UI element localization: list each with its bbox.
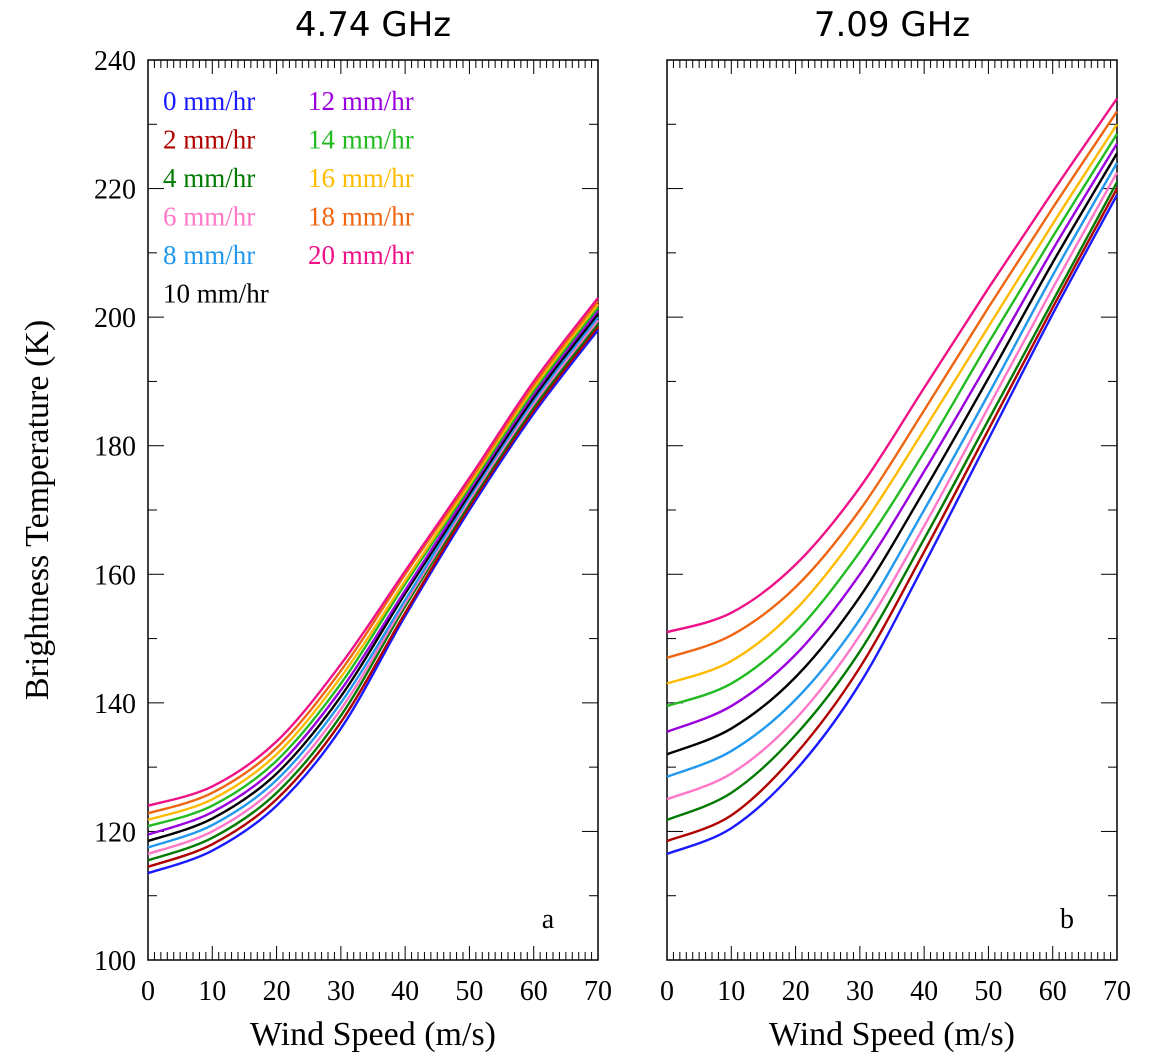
panel-b-x-tick-label: 20 xyxy=(782,976,810,1007)
legend-item: 8 mm/hr xyxy=(163,240,255,270)
panel-b-series-0-mm-hr xyxy=(666,194,1119,856)
panel-b-x-tick-label: 40 xyxy=(910,976,938,1007)
panel-b-x-tick-label: 60 xyxy=(1039,976,1067,1007)
panel-b-label: b xyxy=(1060,904,1074,935)
legend-item: 16 mm/hr xyxy=(308,163,414,193)
legend-item: 10 mm/hr xyxy=(163,279,269,309)
panel-a-y-tick-label: 160 xyxy=(94,560,136,591)
panel-a-y-tick-label: 180 xyxy=(94,432,136,463)
legend-item: 4 mm/hr xyxy=(163,163,255,193)
panel-a-series-4-mm-hr xyxy=(147,322,599,862)
legend: 0 mm/hr 2 mm/hr 4 mm/hr 6 mm/hr 8 mm/hr 10 mm… xyxy=(163,86,414,309)
panel-b-series-4-mm-hr xyxy=(666,181,1119,821)
panel-a-tick-labels: 0 10 20 30 40 50 60 70 100 120 140 160 180 200 220 240 xyxy=(94,46,612,1007)
panel-b-series-6-mm-hr xyxy=(666,171,1119,801)
panel-b-title: 7.09 GHz xyxy=(814,5,970,45)
panel-7-09-ghz: 7.09 GHz 0 10 20 30 40 50 60 70 Wind Speed (m/s… xyxy=(660,5,1131,1053)
panel-4-74-ghz: 4.74 GHz 0 10 20 30 40 50 60 70 100 120 140 160 180 2… xyxy=(19,5,612,1053)
panel-b-series-12-mm-hr xyxy=(666,142,1119,733)
panel-a-x-tick-label: 70 xyxy=(584,976,612,1007)
panel-a-x-axis-label: Wind Speed (m/s) xyxy=(250,1016,496,1053)
panel-a-x-tick-label: 60 xyxy=(520,976,548,1007)
panel-a-series-12-mm-hr xyxy=(147,309,599,836)
panel-a-ticks xyxy=(147,59,599,961)
panel-a-y-tick-label: 120 xyxy=(94,817,136,848)
panel-a-series-0-mm-hr xyxy=(147,329,599,875)
legend-item: 12 mm/hr xyxy=(308,86,414,116)
legend-item: 0 mm/hr xyxy=(163,86,255,116)
panel-a-y-tick-label: 140 xyxy=(94,689,136,720)
panel-a-series xyxy=(147,297,599,875)
panel-b-x-tick-label: 50 xyxy=(974,976,1002,1007)
panel-a-y-tick-label: 240 xyxy=(94,46,136,77)
panel-b-x-tick-label: 10 xyxy=(717,976,745,1007)
panel-a-series-8-mm-hr xyxy=(147,316,599,849)
panel-a-series-20-mm-hr xyxy=(147,297,599,807)
panel-a-y-tick-label: 200 xyxy=(94,303,136,334)
panel-a-x-tick-label: 10 xyxy=(198,976,226,1007)
panel-b-series-2-mm-hr xyxy=(666,187,1119,843)
panel-a-y-tick-label: 220 xyxy=(94,175,136,206)
panel-b-series-18-mm-hr xyxy=(666,110,1118,659)
panel-a-series-2-mm-hr xyxy=(147,326,599,868)
panel-a-x-tick-label: 40 xyxy=(391,976,419,1007)
panel-a-label: a xyxy=(542,904,555,935)
panel-a-x-tick-label: 20 xyxy=(263,976,291,1007)
panel-b-x-tick-label: 0 xyxy=(660,976,674,1007)
legend-item: 2 mm/hr xyxy=(163,125,255,155)
panel-b-series-16-mm-hr xyxy=(666,123,1119,685)
panel-b-tick-labels: 0 10 20 30 40 50 60 70 xyxy=(660,976,1131,1007)
panel-b-x-tick-label: 70 xyxy=(1103,976,1131,1007)
panel-a-x-tick-label: 0 xyxy=(141,976,155,1007)
panel-b-series-10-mm-hr xyxy=(666,152,1119,756)
legend-item: 6 mm/hr xyxy=(163,202,255,232)
panel-b-series-14-mm-hr xyxy=(666,133,1119,708)
panel-a-y-tick-label: 100 xyxy=(94,946,136,977)
panel-a-y-axis-label: Brightness Temperature (K) xyxy=(19,320,56,700)
legend-item: 20 mm/hr xyxy=(308,240,414,270)
panel-a-frame xyxy=(147,59,599,961)
panel-a-x-tick-label: 50 xyxy=(455,976,483,1007)
panel-a-x-tick-label: 30 xyxy=(327,976,355,1007)
panel-a-series-18-mm-hr xyxy=(147,300,599,815)
legend-item: 18 mm/hr xyxy=(308,202,414,232)
panel-a-series-16-mm-hr xyxy=(147,303,599,822)
panel-a-series-6-mm-hr xyxy=(147,319,599,856)
panel-a-series-14-mm-hr xyxy=(147,306,599,828)
legend-item: 14 mm/hr xyxy=(308,125,414,155)
panel-b-x-axis-label: Wind Speed (m/s) xyxy=(769,1016,1015,1053)
panel-b-series-8-mm-hr xyxy=(666,162,1119,778)
panel-b-series xyxy=(666,97,1119,856)
panel-b-x-tick-label: 30 xyxy=(846,976,874,1007)
panel-b-series-20-mm-hr xyxy=(666,97,1118,634)
panel-a-series-10-mm-hr xyxy=(147,313,599,843)
panel-a-title: 4.74 GHz xyxy=(295,5,451,45)
